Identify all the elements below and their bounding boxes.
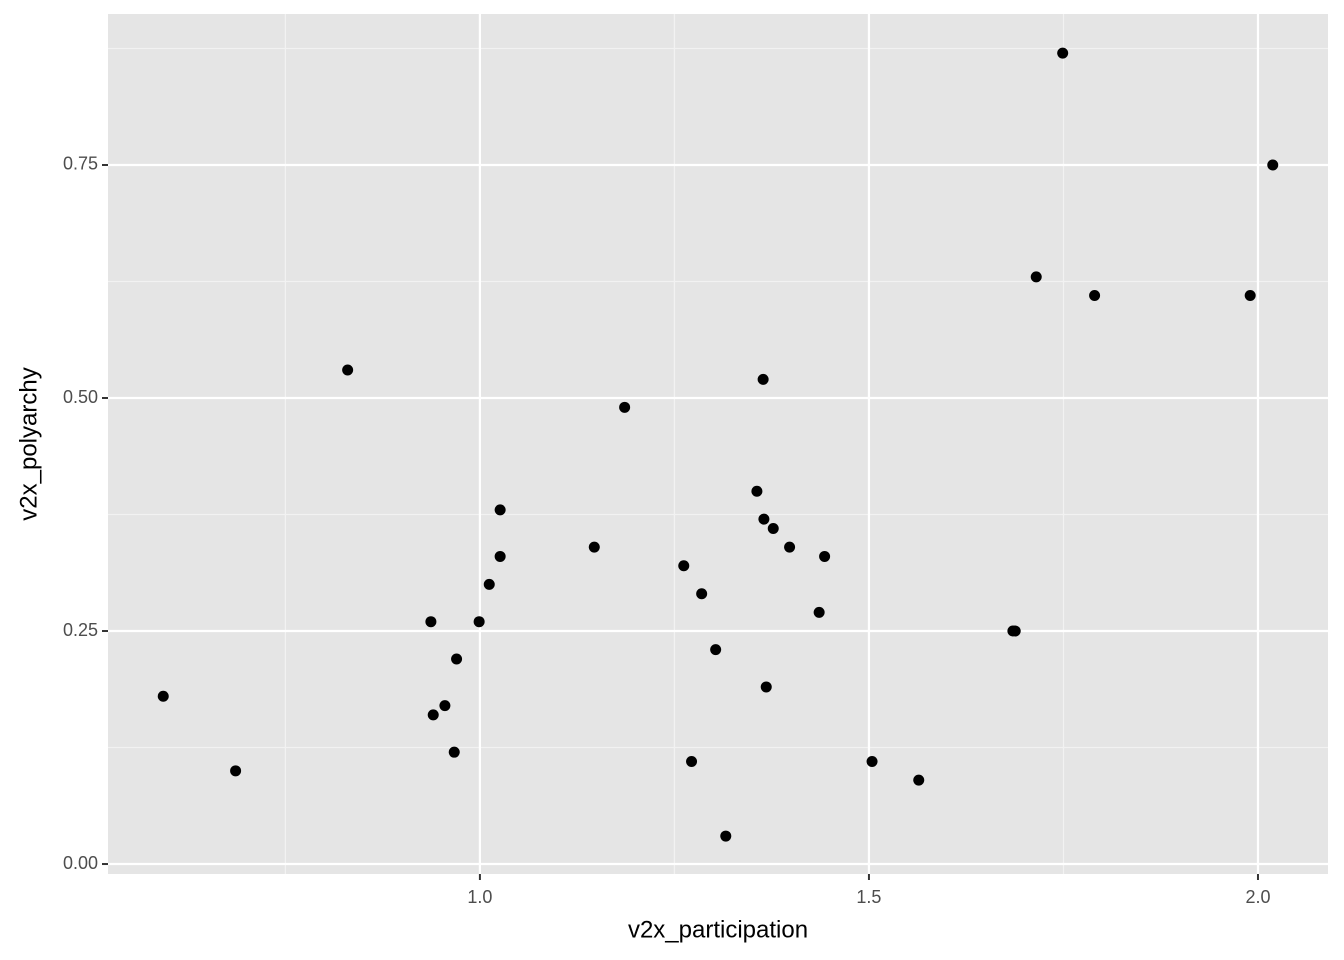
point	[866, 756, 878, 768]
x-tick-label: 1.5	[856, 887, 881, 907]
point	[678, 560, 690, 572]
point	[483, 578, 495, 590]
point	[819, 550, 831, 562]
y-tick-label: 0.00	[63, 853, 98, 873]
point	[1057, 47, 1069, 59]
point	[760, 681, 772, 693]
point	[1244, 289, 1256, 301]
point	[1267, 159, 1279, 171]
y-tick-label: 0.75	[63, 154, 98, 174]
point	[1009, 625, 1021, 637]
point	[451, 653, 463, 665]
panel	[108, 14, 1328, 874]
y-axis-title: v2x_polyarchy	[15, 367, 42, 520]
point	[710, 644, 722, 656]
point	[1030, 271, 1042, 283]
x-axis-title: v2x_participation	[628, 916, 808, 943]
point	[757, 373, 769, 385]
point	[439, 700, 451, 712]
x-tick-label: 2.0	[1245, 887, 1270, 907]
point	[720, 830, 732, 842]
point	[494, 550, 506, 562]
point	[588, 541, 600, 553]
point	[758, 513, 770, 525]
point	[448, 746, 460, 758]
point	[494, 504, 506, 516]
point	[619, 401, 631, 413]
x-tick-label: 1.0	[467, 887, 492, 907]
point	[1089, 289, 1101, 301]
point	[813, 606, 825, 618]
point	[157, 690, 169, 702]
point	[696, 588, 708, 600]
point	[686, 756, 698, 768]
point	[784, 541, 796, 553]
point	[230, 765, 242, 777]
y-tick-label: 0.25	[63, 620, 98, 640]
point	[425, 616, 437, 628]
point	[427, 709, 439, 721]
point	[473, 616, 485, 628]
point	[342, 364, 354, 376]
point	[751, 485, 763, 497]
point	[767, 522, 779, 534]
y-tick-label: 0.50	[63, 387, 98, 407]
point	[913, 774, 925, 786]
